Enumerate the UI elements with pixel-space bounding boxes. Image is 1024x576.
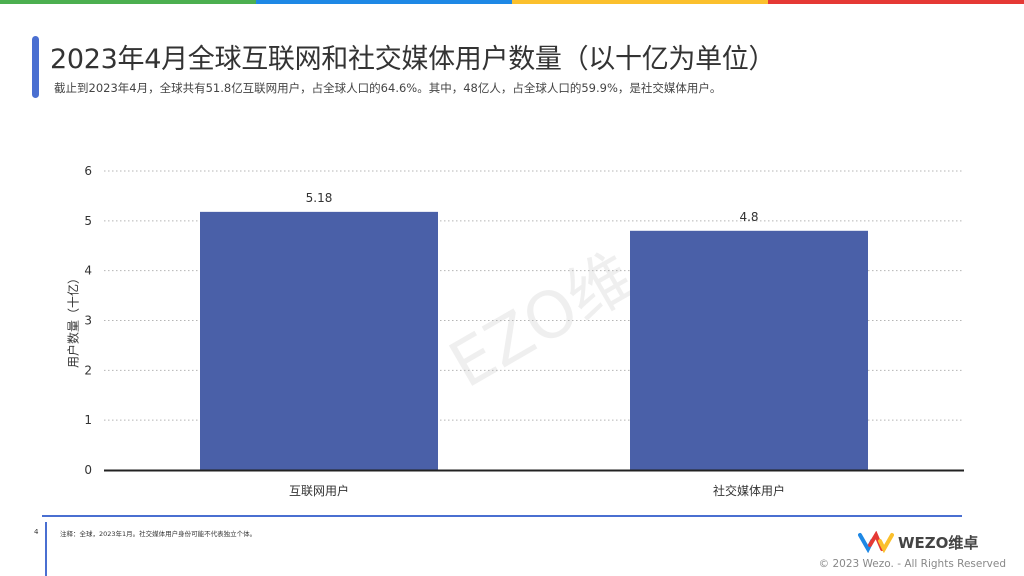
- y-tick-label: 0: [84, 463, 92, 477]
- bar: [200, 211, 438, 470]
- y-tick-label: 6: [84, 164, 92, 178]
- page-subtitle: 截止到2023年4月，全球共有51.8亿互联网用户，占全球人口的64.6%。其中…: [54, 81, 722, 95]
- top-bar-red: [768, 0, 1024, 4]
- title-accent-bar: [32, 36, 39, 98]
- bar: [630, 230, 868, 470]
- footer-accent-line: [45, 522, 47, 576]
- top-color-bar: [0, 0, 1024, 4]
- bar-value-label: 5.18: [306, 191, 333, 205]
- y-tick-label: 1: [84, 413, 92, 427]
- bar-value-label: 4.8: [739, 210, 758, 224]
- top-bar-yellow: [512, 0, 768, 4]
- y-tick-label: 2: [84, 363, 92, 377]
- top-bar-blue: [256, 0, 512, 4]
- logo-mark-icon: [858, 531, 894, 553]
- y-axis-label: 用户数量（十亿）: [66, 271, 81, 369]
- top-bar-green: [0, 0, 256, 4]
- logo-text: WEZO维卓: [898, 533, 979, 552]
- page-title: 2023年4月全球互联网和社交媒体用户数量（以十亿为单位）: [50, 44, 776, 75]
- brand-logo: WEZO维卓: [858, 530, 1008, 554]
- y-tick-label: 4: [84, 264, 92, 278]
- footnote: 注释：全球，2023年1月。社交媒体用户身份可能不代表独立个体。: [60, 530, 257, 538]
- y-tick-label: 5: [84, 214, 92, 228]
- footer-divider: [42, 515, 962, 517]
- page-number: 4: [34, 528, 39, 536]
- copyright: © 2023 Wezo. - All Rights Reserved: [818, 558, 1006, 570]
- x-tick-label: 互联网用户: [289, 483, 349, 498]
- x-tick-label: 社交媒体用户: [713, 483, 785, 498]
- y-tick-label: 3: [84, 314, 92, 328]
